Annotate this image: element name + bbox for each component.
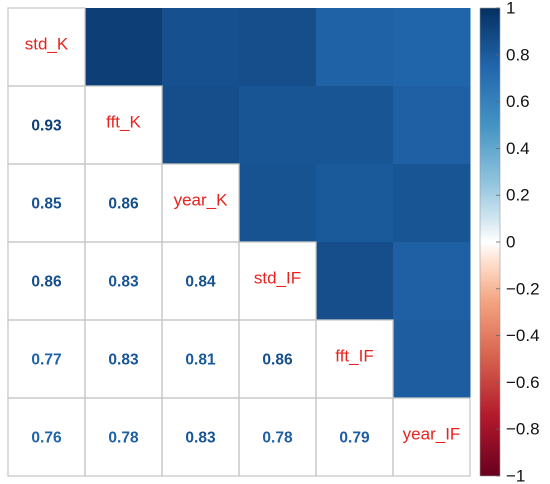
- coefficient-label: 0.81: [185, 352, 216, 369]
- color-scale-tick-label: −0.8: [506, 420, 540, 439]
- tile-std_IF-fft_IF: [316, 242, 394, 321]
- color-scale-tick-label: 1: [506, 0, 515, 18]
- color-scale-tick-label: −0.6: [506, 373, 540, 392]
- tile-std_IF-year_IF: [393, 242, 471, 321]
- color-scale-tick-label: 0: [506, 233, 515, 252]
- grid-lines: [7, 7, 471, 477]
- color-scale-tick-label: −0.2: [506, 279, 540, 298]
- variable-label-fft_IF: fft_IF: [335, 347, 373, 366]
- variable-label-fft_K: fft_K: [106, 113, 141, 132]
- tile-fft_K-year_IF: [393, 86, 471, 165]
- tile-year_K-fft_IF: [316, 164, 394, 243]
- color-scale-tick-label: −1: [506, 467, 525, 484]
- variable-label-year_K: year_K: [174, 191, 229, 210]
- tile-year_K-year_IF: [393, 164, 471, 243]
- coefficient-label: 0.85: [31, 196, 62, 213]
- coefficient-label: 0.76: [31, 430, 62, 447]
- coefficient-label: 0.79: [339, 430, 370, 447]
- tile-std_K-std_IF: [239, 8, 317, 87]
- coefficient-label: 0.83: [108, 352, 139, 369]
- color-legend: 1 0.8 0.6 0.4 0.2 0 −0.2 −0.4 −0.6 −0.8 −1: [479, 0, 540, 484]
- grid-cell: [392, 397, 471, 477]
- color-scale-tick-label: −0.4: [506, 326, 540, 345]
- coefficient-label: 0.93: [31, 118, 62, 135]
- color-scale-tick-label: 0.8: [506, 45, 530, 64]
- coefficient-label: 0.83: [108, 274, 139, 291]
- tile-std_K-fft_K: [85, 8, 163, 87]
- tile-fft_K-year_K: [162, 86, 240, 165]
- tile-std_K-year_IF: [393, 8, 471, 87]
- tile-year_K-std_IF: [239, 164, 317, 243]
- variable-label-std_IF: std_IF: [254, 269, 301, 288]
- heatmap-tiles: [85, 8, 471, 399]
- color-scale-tick-label: 0.6: [506, 92, 530, 111]
- tile-std_K-fft_IF: [316, 8, 394, 87]
- tile-std_K-year_K: [162, 8, 240, 87]
- coefficient-label: 0.86: [108, 196, 139, 213]
- tile-fft_K-fft_IF: [316, 86, 394, 165]
- variable-label-year_IF: year_IF: [403, 425, 461, 444]
- color-scale-tick-label: 0.2: [506, 186, 530, 205]
- coefficient-label: 0.86: [262, 352, 293, 369]
- coefficient-label: 0.84: [185, 274, 216, 291]
- tile-fft_K-std_IF: [239, 86, 317, 165]
- coefficient-label: 0.86: [31, 274, 62, 291]
- coefficient-label: 0.77: [31, 352, 61, 369]
- tile-fft_IF-year_IF: [393, 320, 471, 399]
- color-scale-tick-label: 0.4: [506, 139, 530, 158]
- coefficient-label: 0.83: [185, 430, 216, 447]
- variable-label-std_K: std_K: [25, 35, 69, 54]
- cell-labels: std_K fft_K year_K std_IF fft_IF year_IF 0.93 0…: [25, 35, 461, 447]
- coefficient-label: 0.78: [262, 430, 293, 447]
- coefficient-label: 0.78: [108, 430, 139, 447]
